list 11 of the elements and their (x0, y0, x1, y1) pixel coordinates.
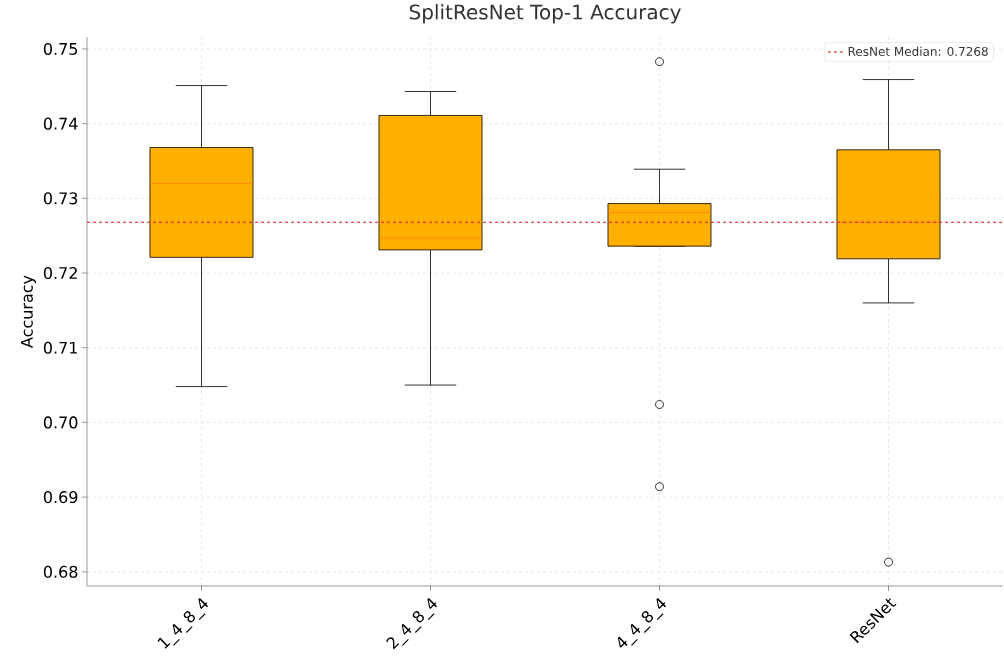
chart-title: SplitResNet Top-1 Accuracy (409, 4, 681, 24)
y-tick-label: 0.74 (43, 117, 78, 130)
y-tick-label: 0.72 (43, 266, 77, 280)
y-tick-label: 0.70 (43, 416, 78, 429)
y-tick-label: 0.75 (43, 42, 78, 55)
y-tick-label: 0.73 (43, 192, 78, 205)
y-axis-title: Accuracy (20, 275, 36, 348)
y-tick-label: 0.69 (43, 491, 78, 504)
y-tick-label: 0.68 (43, 565, 78, 578)
y-tick-label: 0.71 (43, 341, 77, 354)
legend-label: ResNet Median: 0.7268 (848, 46, 988, 56)
